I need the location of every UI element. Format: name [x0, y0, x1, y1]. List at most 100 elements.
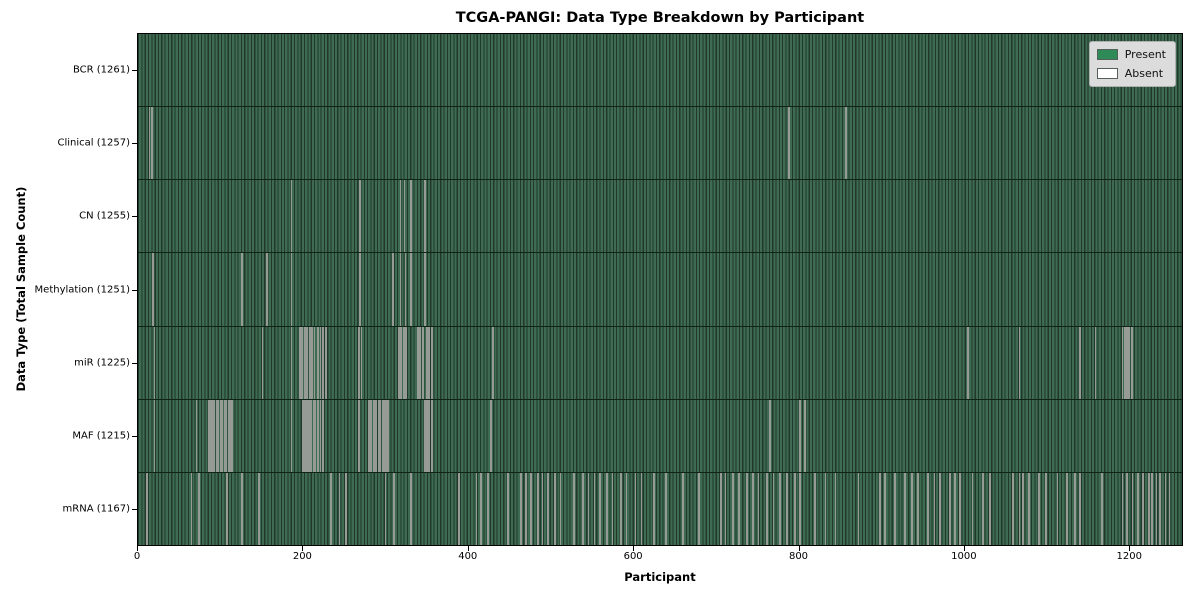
absent-line: [1124, 326, 1126, 399]
absent-line: [312, 399, 315, 472]
absent-line: [640, 472, 643, 545]
absent-line: [290, 399, 293, 472]
present-swatch: [1096, 49, 1118, 60]
absent-line: [153, 399, 156, 472]
absent-line: [319, 326, 322, 399]
absent-line: [358, 399, 361, 472]
absent-line: [746, 472, 748, 545]
absent-line: [492, 326, 494, 399]
absent-line: [261, 326, 264, 399]
x-tick-mark: [1129, 546, 1131, 551]
absent-line: [219, 399, 222, 472]
absent-line: [290, 326, 293, 399]
y-tick-label: Clinical (1257): [57, 137, 131, 149]
y-tick-mark: [132, 289, 137, 291]
absent-line: [307, 399, 309, 472]
absent-line: [911, 472, 913, 545]
absent-line: [404, 253, 407, 326]
absent-line: [724, 472, 727, 545]
absent-line: [1073, 472, 1076, 545]
absent-line: [330, 472, 332, 545]
absent-line: [529, 472, 532, 545]
absent-line: [757, 472, 760, 545]
legend-entry-absent: Absent: [1096, 67, 1166, 80]
absent-line: [403, 180, 406, 253]
absent-line: [314, 399, 317, 472]
row-container: [138, 34, 1182, 545]
absent-line: [732, 472, 734, 545]
absent-line: [290, 180, 293, 253]
y-tick-label: miR (1225): [74, 357, 130, 369]
y-tick-mark: [132, 69, 137, 71]
legend-entry-present: Present: [1096, 48, 1166, 61]
y-tick-label: Methylation (1251): [34, 284, 130, 295]
absent-line: [416, 326, 419, 399]
absent-line: [358, 326, 361, 399]
absent-line: [1066, 472, 1069, 545]
absent-line: [1094, 326, 1097, 399]
absent-line: [698, 472, 701, 545]
x-tick-label: 0: [133, 551, 141, 562]
absent-line: [338, 472, 341, 545]
absent-line: [939, 472, 942, 545]
absent-line: [893, 472, 896, 545]
x-tick-mark: [467, 546, 469, 551]
x-tick-mark: [137, 546, 138, 551]
absent-line: [322, 399, 324, 472]
absent-line: [541, 472, 544, 545]
absent-line: [1021, 472, 1024, 545]
absent-line: [553, 472, 556, 545]
y-tick-mark: [132, 436, 137, 438]
absent-line: [378, 399, 380, 472]
absent-line: [221, 399, 224, 472]
absent-line: [226, 472, 228, 545]
absent-line: [410, 472, 413, 545]
absent-line: [593, 472, 596, 545]
absent-line: [599, 472, 601, 545]
absent-line: [223, 399, 226, 472]
absent-line: [480, 472, 483, 545]
x-tick-label: 800: [788, 551, 809, 562]
absent-line: [611, 472, 614, 545]
absent-line: [410, 253, 413, 326]
absent-line: [421, 326, 424, 399]
absent-line: [190, 472, 193, 545]
absent-line: [360, 326, 363, 399]
absent-line: [619, 472, 622, 545]
absent-line: [298, 326, 301, 399]
absent-line: [322, 326, 324, 399]
data-type-row-Clinical: [138, 107, 1182, 181]
absent-line: [208, 399, 210, 472]
absent-line: [373, 399, 375, 472]
absent-line: [1148, 472, 1150, 545]
absent-line: [225, 399, 228, 472]
absent-line: [982, 472, 984, 545]
absent-line: [490, 399, 493, 472]
x-tick-label: 400: [458, 551, 478, 562]
absent-line: [1011, 472, 1014, 545]
absent-line: [385, 399, 388, 472]
absent-line: [587, 472, 590, 545]
absent-line: [857, 472, 860, 545]
absent-line: [430, 399, 433, 472]
absent-line: [424, 399, 427, 472]
absent-line: [402, 326, 405, 399]
absent-line: [926, 472, 929, 545]
absent-line: [572, 472, 575, 545]
absent-line: [317, 326, 319, 399]
absent-line: [581, 472, 584, 545]
absent-line: [813, 472, 816, 545]
absent-line: [779, 472, 781, 545]
absent-line: [1125, 472, 1128, 545]
absent-line: [231, 399, 233, 472]
absent-line: [213, 399, 215, 472]
absent-line: [769, 399, 772, 472]
absent-line: [229, 399, 232, 472]
absent-line: [399, 253, 402, 326]
absent-line: [967, 326, 970, 399]
absent-line: [1158, 472, 1161, 545]
x-tick-mark: [633, 546, 635, 551]
absent-line: [1056, 472, 1059, 545]
absent-line: [359, 253, 361, 326]
